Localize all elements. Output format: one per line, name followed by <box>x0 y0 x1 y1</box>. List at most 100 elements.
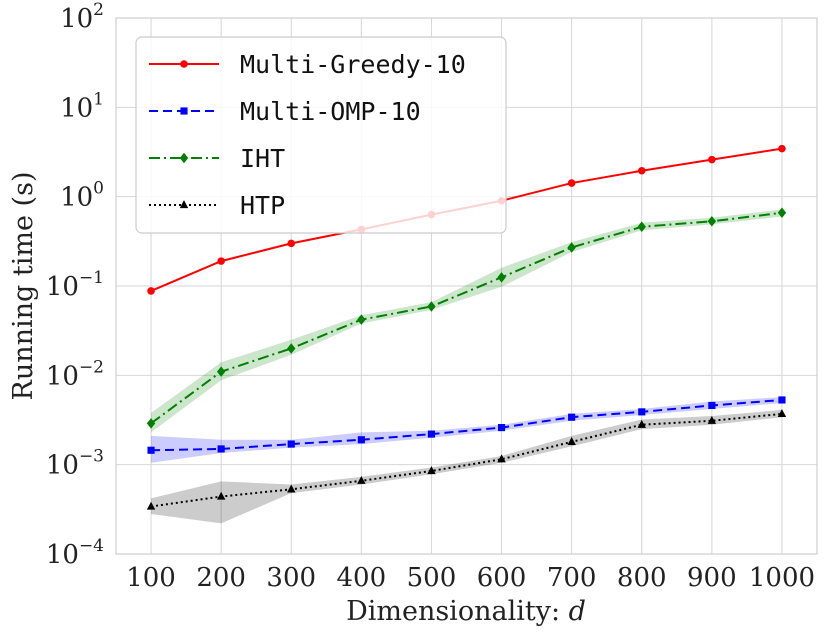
data-point <box>146 418 156 429</box>
confidence-bands <box>151 209 782 524</box>
data-point <box>287 440 295 448</box>
data-point <box>427 301 436 312</box>
series-line <box>150 412 783 508</box>
data-point <box>217 445 225 453</box>
legend-label: Multi-Greedy-10 <box>240 50 466 79</box>
x-axis-label: Dimensionality: d <box>346 596 586 627</box>
data-point <box>637 166 646 175</box>
confidence-band <box>151 409 782 524</box>
x-tick-label: 700 <box>547 563 597 593</box>
legend-label: IHT <box>240 144 285 173</box>
data-point <box>567 242 576 253</box>
data-point <box>708 401 716 410</box>
data-point <box>217 257 225 265</box>
legend-item: Multi-Greedy-10 <box>149 50 466 79</box>
confidence-band <box>151 209 782 433</box>
y-tick-base: 10 <box>60 93 93 123</box>
y-tick-exponent: 2 <box>93 0 104 20</box>
y-tick-label: 10−4 <box>46 536 104 570</box>
y-tick-base: 10 <box>60 183 93 213</box>
y-tick-base: 10 <box>46 272 79 302</box>
data-point <box>357 475 366 484</box>
data-point <box>567 179 576 187</box>
data-point <box>777 207 787 219</box>
y-tick-label: 10−2 <box>46 357 104 391</box>
data-point <box>357 436 365 444</box>
legend-item: IHT <box>149 144 285 173</box>
data-point <box>287 239 296 248</box>
data-point <box>778 144 786 153</box>
y-tick-label: 102 <box>60 0 104 34</box>
y-tick-base: 10 <box>46 540 79 570</box>
data-point <box>427 466 436 475</box>
series-IHT <box>146 207 787 429</box>
y-tick-label: 101 <box>60 89 104 123</box>
data-point <box>216 366 226 377</box>
x-tick-label: 500 <box>407 563 457 593</box>
y-tick-base: 10 <box>46 361 79 391</box>
plot-frame <box>115 17 818 555</box>
legend-item: Multi-OMP-10 <box>149 97 421 126</box>
data-point <box>777 409 787 418</box>
data-point <box>180 60 188 68</box>
data-point <box>708 155 716 164</box>
data-point <box>180 107 188 115</box>
data-point <box>567 437 576 446</box>
x-tick-label: 800 <box>617 563 667 593</box>
data-point <box>147 287 155 295</box>
y-tick-exponent: 1 <box>93 89 104 109</box>
series-Multi-OMP-10 <box>147 396 786 454</box>
data-point <box>778 396 786 404</box>
x-axis-ticks: 100 200 300 400 500 600 700 800 900 1000 <box>126 563 815 593</box>
y-tick-label: 100 <box>60 179 104 213</box>
series-line <box>151 398 783 452</box>
data-point <box>637 419 646 428</box>
data-point <box>638 408 646 416</box>
legend-label: HTP <box>240 191 285 220</box>
y-tick-label: 10−1 <box>46 268 104 302</box>
x-tick-label: 600 <box>477 563 527 593</box>
y-tick-base: 10 <box>46 451 79 481</box>
data-point <box>179 200 189 209</box>
data-point <box>147 446 155 454</box>
x-tick-label: 300 <box>266 563 316 593</box>
data-point <box>707 216 717 227</box>
x-axis-label-variable: d <box>569 596 586 627</box>
data-point <box>357 314 366 325</box>
series-HTP <box>146 409 787 510</box>
legend-box <box>135 36 507 234</box>
data-point <box>146 501 156 510</box>
data-point <box>707 415 717 424</box>
data-point <box>497 272 506 283</box>
data-point <box>568 413 576 421</box>
x-tick-label: 200 <box>196 563 246 593</box>
data-point <box>497 424 506 432</box>
data-point <box>427 430 436 438</box>
series-line <box>150 211 783 425</box>
y-tick-exponent: −2 <box>79 357 104 377</box>
y-tick-base: 10 <box>60 4 93 34</box>
data-point <box>287 484 296 493</box>
x-tick-label: 900 <box>687 563 737 593</box>
data-point <box>179 152 189 164</box>
data-point <box>287 343 296 354</box>
y-axis-label: Running time (s) <box>8 172 39 401</box>
y-tick-exponent: −4 <box>79 536 104 556</box>
x-tick-label: 100 <box>126 563 176 593</box>
x-tick-label: 1000 <box>749 563 815 593</box>
y-tick-exponent: −1 <box>79 268 104 288</box>
series-lines <box>146 144 787 510</box>
data-point <box>637 221 646 233</box>
x-axis-label-text: Dimensionality: <box>346 596 569 627</box>
legend-item: HTP <box>149 191 285 220</box>
y-tick-exponent: 0 <box>93 179 104 199</box>
x-tick-label: 400 <box>337 563 387 593</box>
data-point <box>216 491 226 500</box>
legend: Multi-Greedy-10 Multi-OMP-10 IHT HTP <box>135 36 507 234</box>
legend-label: Multi-OMP-10 <box>240 97 421 126</box>
data-point <box>497 454 506 463</box>
y-tick-label: 10−3 <box>46 447 104 481</box>
y-tick-exponent: −3 <box>79 447 104 467</box>
